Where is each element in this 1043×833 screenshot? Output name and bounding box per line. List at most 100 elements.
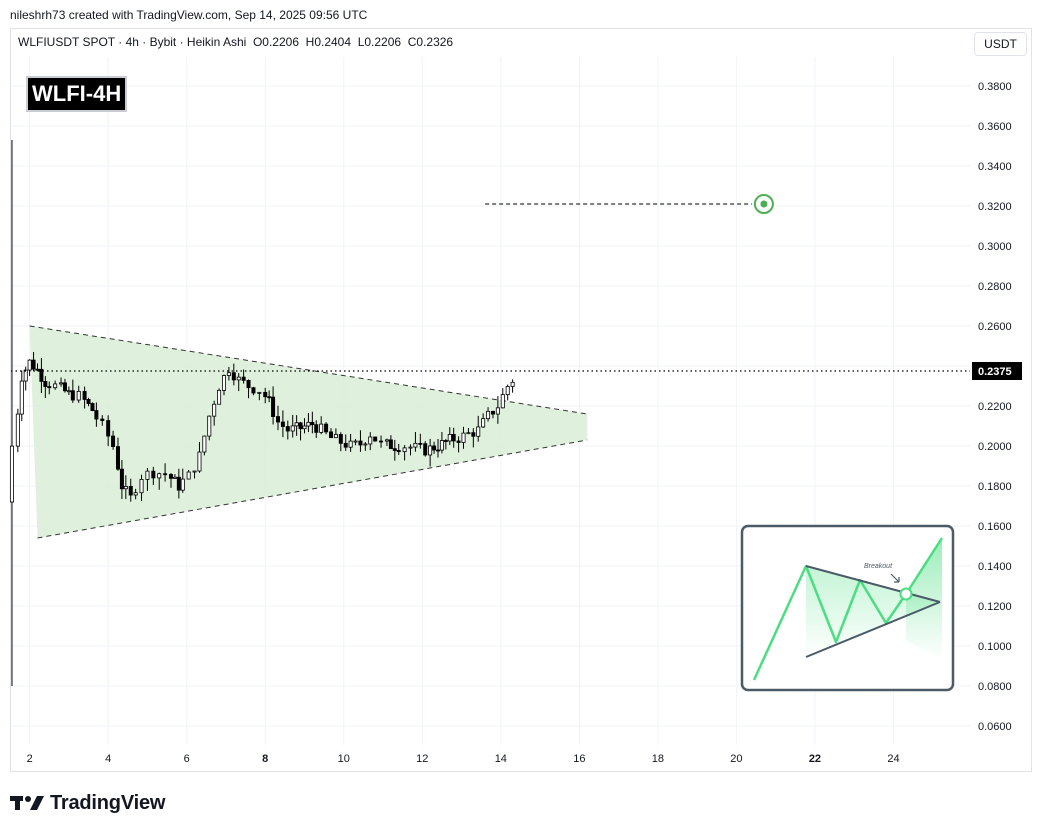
candle-down	[39, 368, 44, 382]
inset-arrow-icon	[890, 573, 900, 583]
candle-up	[207, 415, 212, 437]
candle-up	[212, 403, 217, 417]
tradingview-brand[interactable]: TradingView	[10, 792, 165, 814]
candle-up	[257, 391, 262, 394]
price-axis: 0.0600 0.0800 0.1000 0.1200 0.1400 0.1600 0.18…	[972, 81, 1022, 733]
symbol-info: WLFIUSDT SPOT · 4h · Bybit · Heikin Ashi…	[18, 35, 454, 49]
y-tick-label: 0.3200	[978, 201, 1012, 213]
candle-down	[151, 470, 156, 479]
candle-up	[353, 440, 358, 443]
x-tick-label: 22	[809, 753, 821, 765]
lower-trendline	[37, 439, 588, 539]
y-tick-label: 0.3600	[978, 121, 1012, 133]
inset-breakout-label: Breakout	[864, 563, 893, 570]
y-tick-label: 0.3400	[978, 161, 1012, 173]
x-tick-label: 4	[105, 753, 111, 765]
candle-down	[285, 426, 290, 432]
candle-up	[466, 432, 471, 435]
candle-up	[505, 386, 510, 396]
candle-up	[306, 421, 311, 427]
candle-up	[192, 470, 197, 473]
candle-up	[53, 383, 58, 389]
y-tick-label: 0.0800	[978, 681, 1012, 693]
candle-down	[314, 424, 319, 433]
y-tick-label: 0.0600	[978, 721, 1012, 733]
x-tick-label: 8	[262, 753, 268, 765]
x-tick-label: 10	[338, 753, 350, 765]
current-price-label: 0.2375	[978, 366, 1012, 378]
chart-frame	[10, 28, 1032, 772]
chart-credit: nileshrh73 created with TradingView.com,…	[10, 8, 368, 22]
candle-up	[217, 389, 222, 405]
candle-down	[280, 421, 285, 427]
chart-overlays	[11, 194, 970, 372]
candle-up	[23, 369, 28, 382]
candle-up	[294, 422, 299, 427]
candle-down	[324, 423, 329, 433]
currency-button[interactable]: USDT	[974, 32, 1027, 56]
candle-down	[246, 379, 251, 389]
candle-down	[471, 432, 476, 437]
candle-up	[348, 440, 353, 448]
candle-down	[31, 359, 36, 370]
tradingview-logo-icon	[10, 796, 44, 810]
y-tick-label: 0.1400	[978, 561, 1012, 573]
candle-down	[456, 440, 461, 443]
inset-lower-trendline	[805, 601, 941, 658]
candle-up	[221, 375, 226, 391]
y-tick-label: 0.2200	[978, 401, 1012, 413]
candle-down	[443, 440, 448, 442]
candle-down	[298, 422, 303, 430]
candle-down	[100, 418, 105, 421]
candle-up	[236, 376, 241, 381]
candle-down	[396, 450, 401, 453]
candle-down	[251, 387, 256, 394]
candle-down	[43, 380, 48, 387]
candle-up	[510, 381, 515, 387]
candle-up	[59, 382, 64, 385]
candle-up	[500, 394, 505, 409]
candle-down	[343, 442, 348, 448]
candle-down	[70, 390, 75, 401]
candle-up	[19, 380, 24, 415]
x-tick-label: 14	[495, 753, 507, 765]
candle-down	[231, 372, 236, 381]
candle-up	[172, 476, 177, 479]
candle-up	[145, 470, 150, 480]
candle-down	[451, 434, 456, 442]
candle-down	[119, 468, 124, 490]
candle-down	[379, 440, 384, 443]
candle-down	[241, 376, 246, 381]
candle-down	[328, 431, 333, 439]
y-tick-label: 0.3000	[978, 241, 1012, 253]
candle-down	[373, 436, 378, 442]
candle-up	[402, 447, 407, 453]
candle-up	[333, 434, 338, 439]
chart-badge: WLFI-4H	[26, 76, 128, 112]
candle-up	[447, 434, 452, 442]
candles	[9, 140, 515, 686]
candle-down	[35, 368, 40, 371]
y-tick-label: 0.1000	[978, 641, 1012, 653]
candle-up	[368, 436, 373, 445]
inset-upper-trendline	[805, 565, 941, 603]
x-tick-label: 2	[27, 753, 33, 765]
candle-down	[418, 442, 423, 445]
candle-up	[408, 446, 413, 449]
candle-down	[176, 476, 181, 491]
target-dot	[760, 200, 768, 208]
candle-up	[461, 432, 466, 443]
inset-breakout-point	[899, 587, 913, 601]
candle-down	[267, 396, 272, 399]
candle-down	[263, 391, 268, 398]
candle-down	[128, 485, 133, 496]
y-tick-label: 0.1200	[978, 601, 1012, 613]
candle-down	[310, 421, 315, 426]
x-tick-label: 18	[652, 753, 664, 765]
x-tick-label: 24	[887, 753, 899, 765]
candle-down	[435, 449, 440, 452]
candle-down	[111, 435, 116, 447]
candle-up	[481, 418, 486, 428]
x-tick-label: 6	[184, 753, 190, 765]
